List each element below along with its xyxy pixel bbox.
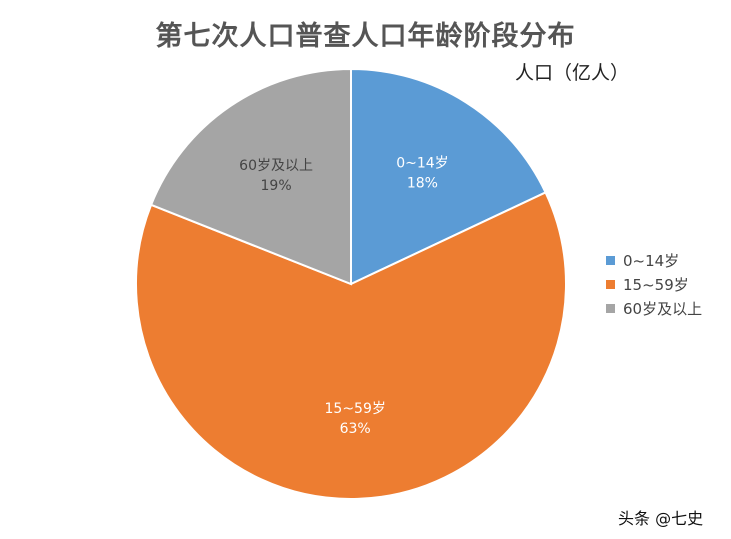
legend-swatch (606, 279, 615, 289)
slice-percent-label: 18% (407, 175, 438, 191)
pie-slice (135, 191, 567, 500)
slice-category-label: 15~59岁 (325, 401, 386, 417)
slice-percent-label: 63% (340, 421, 371, 437)
legend-label: 0~14岁 (623, 251, 680, 270)
pie-slice (350, 67, 547, 286)
slice-percent-label: 19% (261, 178, 292, 194)
slice-category-label: 0~14岁 (396, 155, 448, 171)
legend-label: 60岁及以上 (623, 299, 703, 318)
slice-category-label: 60岁及以上 (239, 158, 313, 174)
chart-subtitle: 人口（亿人） (515, 62, 630, 84)
chart-title: 第七次人口普查人口年龄阶段分布 (155, 21, 576, 52)
legend-item: 15~59岁 (606, 272, 702, 296)
legend-swatch (606, 303, 615, 313)
legend: 0~14岁 15~59岁 60岁及以上 (606, 248, 702, 320)
legend-label: 15~59岁 (623, 275, 689, 294)
watermark: 头条 @七史 (618, 509, 704, 528)
legend-swatch (606, 255, 615, 265)
legend-item: 60岁及以上 (606, 296, 702, 320)
legend-item: 0~14岁 (606, 248, 702, 272)
pie-slice (149, 67, 352, 286)
